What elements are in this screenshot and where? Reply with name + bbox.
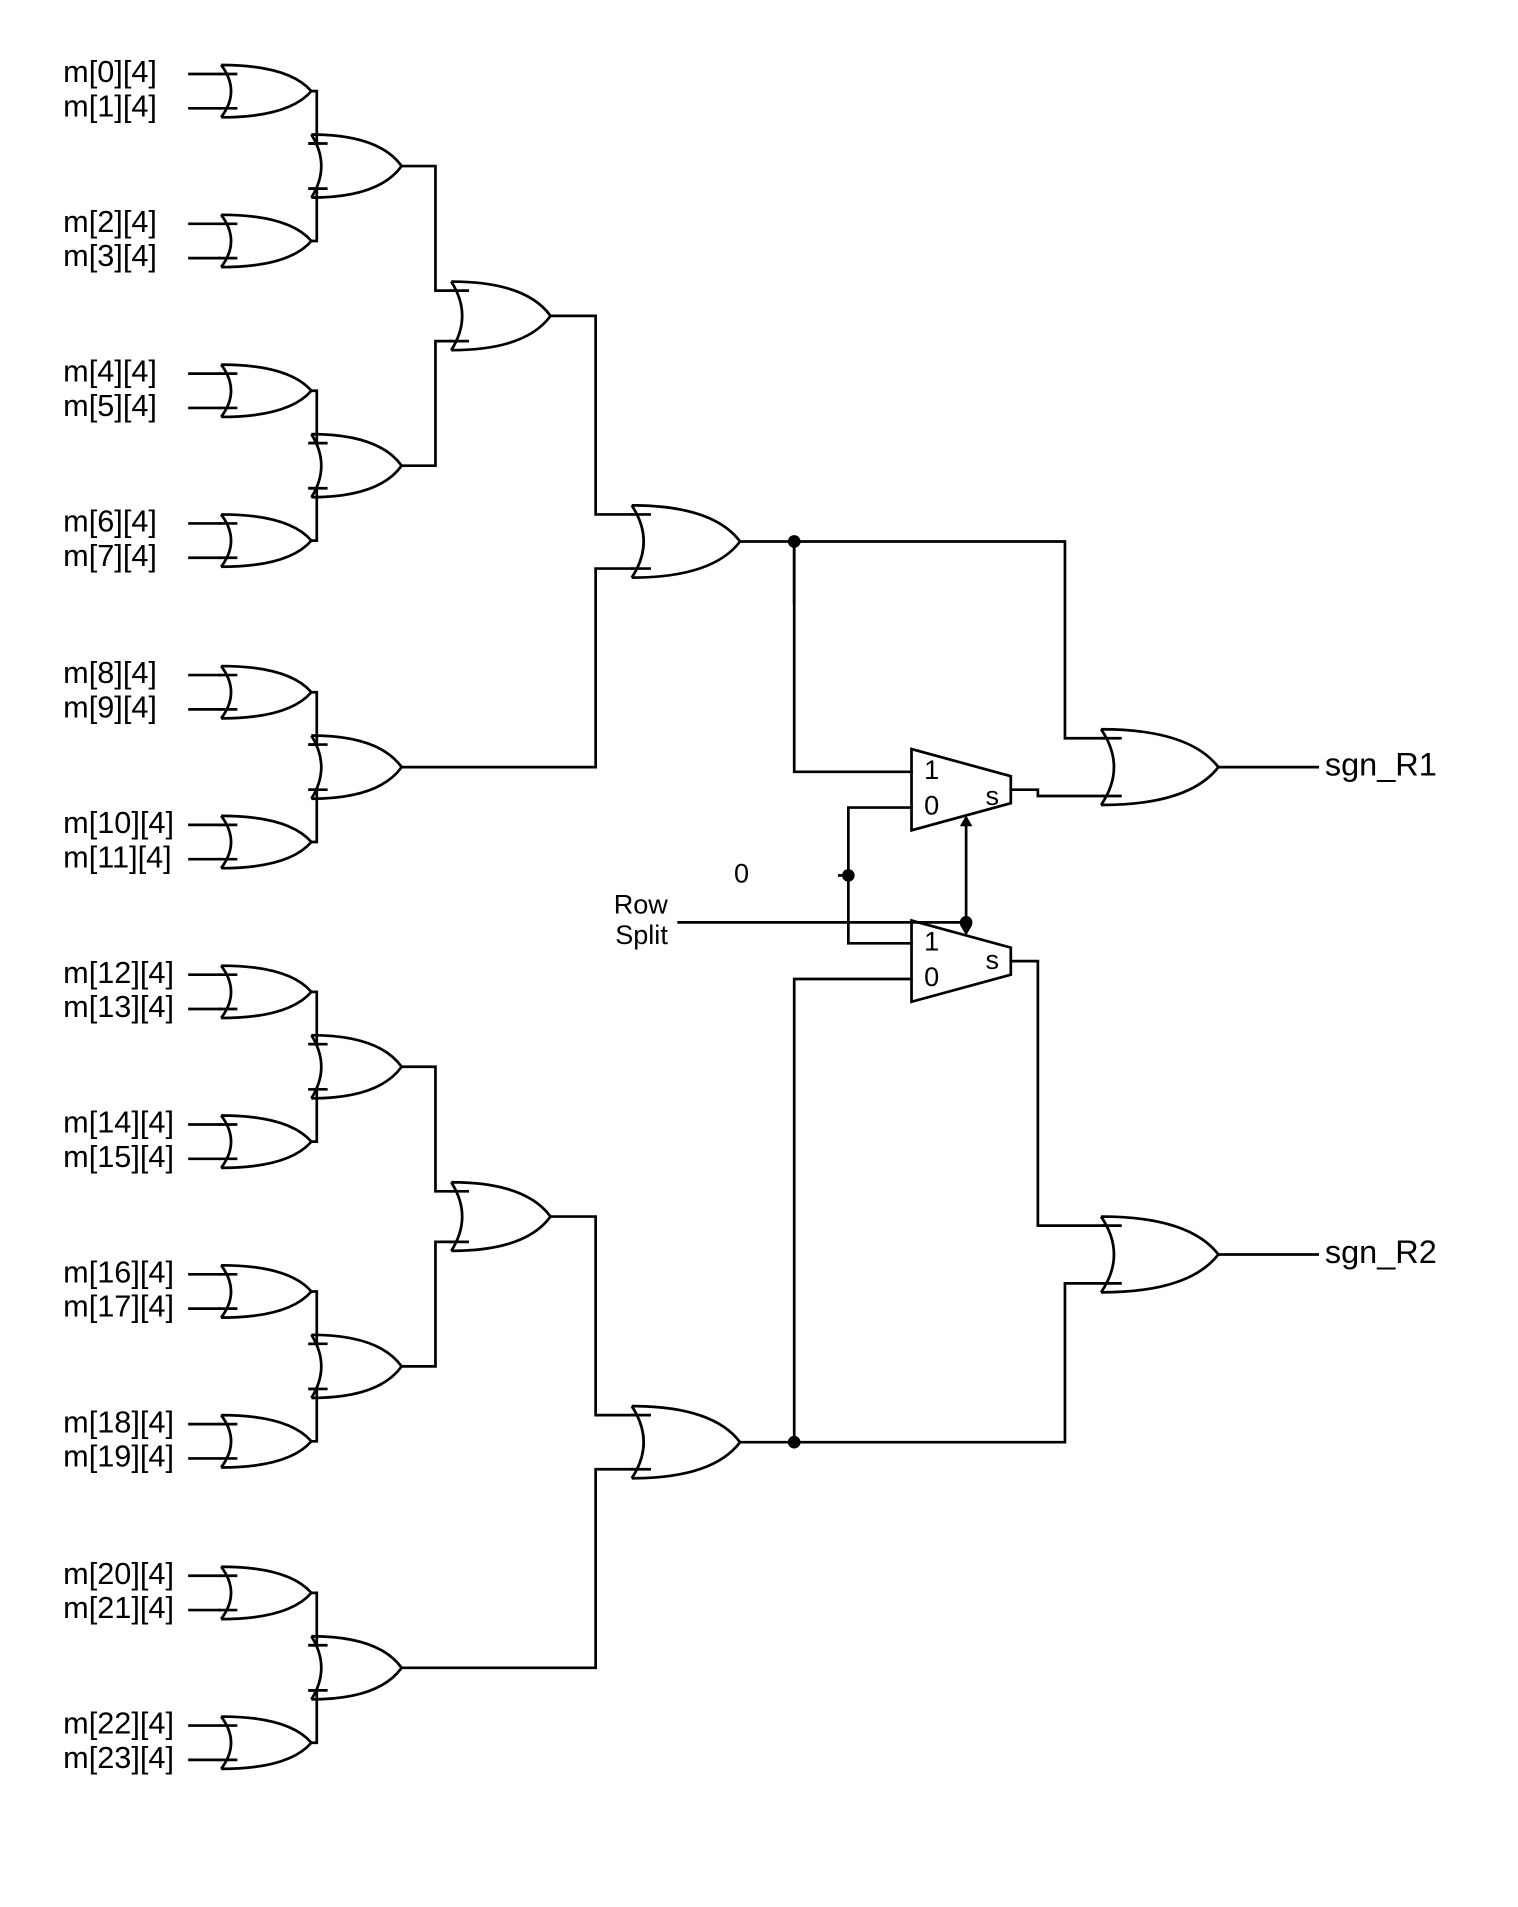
svg-text:m[13][4]: m[13][4]	[63, 989, 174, 1024]
svg-text:m[16][4]: m[16][4]	[63, 1254, 174, 1289]
svg-text:m[5][4]: m[5][4]	[63, 388, 157, 423]
svg-text:m[4][4]: m[4][4]	[63, 354, 157, 389]
svg-text:m[9][4]: m[9][4]	[63, 689, 157, 724]
logic-diagram: m[0][4]m[1][4] m[2][4]m[3][4] m[4][4]m[5][…	[0, 0, 1518, 1907]
svg-text:m[0][4]: m[0][4]	[63, 54, 157, 89]
xor-gate-l4-1	[632, 1406, 740, 1478]
svg-text:m[22][4]: m[22][4]	[63, 1706, 174, 1741]
svg-text:m[11][4]: m[11][4]	[63, 839, 172, 874]
output-label-r2: sgn_R2	[1325, 1234, 1437, 1270]
svg-text:m[7][4]: m[7][4]	[63, 538, 157, 573]
svg-text:1: 1	[924, 754, 939, 785]
output-label-r1: sgn_R1	[1325, 747, 1437, 783]
svg-text:m[20][4]: m[20][4]	[63, 1556, 174, 1591]
svg-text:m[23][4]: m[23][4]	[63, 1740, 174, 1775]
xor-gate-out-bot	[1101, 1217, 1218, 1293]
svg-text:0: 0	[924, 961, 939, 992]
xor-gate-out-top	[1101, 729, 1218, 805]
svg-text:m[14][4]: m[14][4]	[63, 1105, 174, 1140]
svg-text:s: s	[986, 944, 1000, 975]
svg-text:Row: Row	[614, 888, 669, 919]
xor-gate-l4-0	[632, 505, 740, 577]
svg-text:m[15][4]: m[15][4]	[63, 1139, 174, 1174]
svg-text:m[8][4]: m[8][4]	[63, 655, 157, 690]
svg-text:1: 1	[924, 925, 939, 956]
svg-text:m[18][4]: m[18][4]	[63, 1404, 174, 1439]
svg-text:m[1][4]: m[1][4]	[63, 88, 157, 123]
svg-text:0: 0	[924, 790, 939, 821]
svg-text:Split: Split	[615, 919, 668, 950]
svg-text:m[12][4]: m[12][4]	[63, 955, 174, 990]
svg-text:0: 0	[734, 858, 749, 889]
svg-text:s: s	[986, 780, 1000, 811]
svg-text:m[6][4]: m[6][4]	[63, 504, 157, 539]
svg-text:m[3][4]: m[3][4]	[63, 238, 157, 273]
svg-text:m[2][4]: m[2][4]	[63, 204, 157, 239]
svg-text:m[21][4]: m[21][4]	[63, 1590, 174, 1625]
svg-text:m[17][4]: m[17][4]	[63, 1289, 174, 1324]
svg-text:m[10][4]: m[10][4]	[63, 805, 174, 840]
svg-text:m[19][4]: m[19][4]	[63, 1439, 174, 1474]
